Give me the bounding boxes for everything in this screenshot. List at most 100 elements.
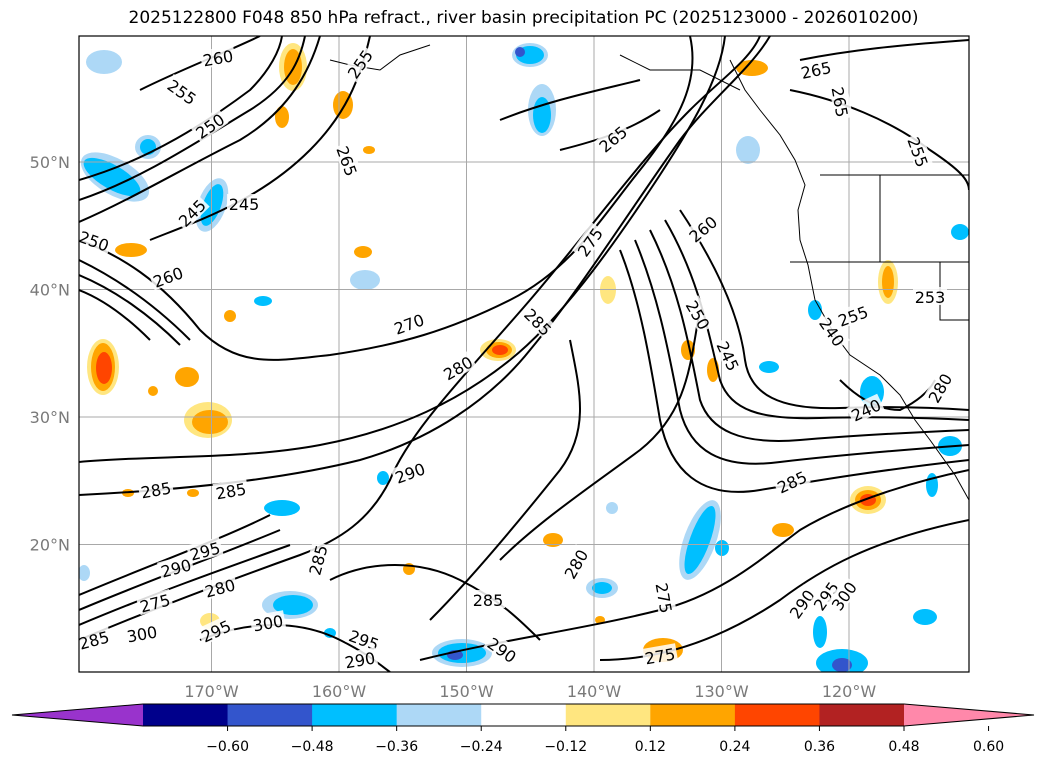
contour-label-bg [135,588,174,616]
contour-label-bg [520,302,558,340]
contour-label-bg [303,540,331,579]
contour-label-bg [826,576,861,615]
contour-label-bg [815,312,850,351]
contour-label-text: 285 [473,591,504,610]
contour-label-bg [438,350,477,384]
contour-label-bg [212,478,250,502]
contour-label-bg [471,590,505,608]
contour-label-bg [683,210,722,247]
contour-label-bg [249,610,287,634]
contour-label-bg [653,579,677,617]
contour-label-bg [342,44,377,83]
longitude-label: 130°W [694,682,749,701]
colorbar-tick-label: −0.12 [544,739,587,755]
latitude-label: 50°N [30,153,70,172]
contour-label-bg [772,465,811,497]
colorbar-segment [734,704,820,726]
latitude-label: 40°N [30,281,70,300]
contour-label-bg [641,643,679,667]
longitude-labels: 170°W 160°W 150°W 140°W 130°W 120°W [184,682,876,701]
contour-label-bg [922,368,956,407]
contour-label-bg [713,336,745,375]
contour-label-bg [79,625,113,653]
refractivity-contours [79,36,969,672]
colorbar-segment [650,704,736,726]
contour-label-bg [389,308,428,338]
colorbar-segment [143,704,229,726]
contour-label-bg [390,457,429,487]
colorbar: −0.60 −0.48 −0.36 −0.24 −0.12 0.12 0.24 0.36 0.4… [11,703,1035,755]
contour-label-bg [572,222,607,261]
colorbar-segment [481,704,567,726]
colorbar-tick-label: −0.24 [460,739,503,755]
contour-label-bg [199,45,237,69]
contour-label-bg [79,225,114,255]
contour-label-bg [829,83,853,121]
contour-label-bg [227,194,261,212]
contour-label-bg [808,576,843,615]
colorbar-tick-label: 0.24 [719,739,750,755]
contour-label-bg [196,614,235,646]
colorbar-segment [565,704,651,726]
map-frame [78,35,970,673]
colorbar-segment [819,704,905,726]
contour-label-bg [833,300,872,330]
contour-label-bg [190,108,229,143]
colorbar-tick-label: 0.36 [804,739,835,755]
colorbar-outline [11,703,1035,727]
contour-label-bg [200,573,239,601]
contour-label-bg [341,647,379,671]
contour-label-bg [904,132,934,171]
latitude-labels: 50°N 40°N 30°N 20°N [30,153,70,555]
colorbar-tick-label: −0.60 [206,739,249,755]
coastlines [329,44,969,501]
colorbar-segment [312,704,398,726]
contour-label-text: 253 [915,288,946,307]
contour-label: 245 [227,194,261,214]
longitude-label: 140°W [567,682,622,701]
colorbar-tick-label: 0.12 [635,739,666,755]
contour-label-bg [913,287,947,305]
longitude-label: 150°W [439,682,494,701]
colorbar-tick-label: −0.48 [291,739,334,755]
contour-label: 253 [913,287,947,307]
longitude-label: 170°W [184,682,239,701]
contour-label: 285 [471,590,505,610]
contour-label-text: 290 [343,648,376,672]
colorbar-tick-label: 0.48 [888,739,919,755]
map-title: 2025122800 F048 850 hPa refract., river … [128,8,919,28]
contour-label-bg [797,56,835,82]
contour-label-bg [156,553,195,581]
contour-label-bg [137,477,175,501]
contour-label-bg [163,74,202,109]
contour-label-bg [483,632,522,667]
contour-label-bg [172,193,210,231]
longitude-label: 160°W [312,682,367,701]
contour-label: 255 [903,132,934,171]
contour-label-bg [123,621,161,645]
contour-label-bg [558,544,592,583]
contour-label: 275 [641,643,679,669]
contour-label: 300 [249,610,287,636]
contour-label-bg [148,261,187,291]
contour-label-bg [784,584,819,623]
colorbar-extend-low [12,704,143,726]
contour-label-bg [333,141,363,180]
colorbar-tick-label: 0.60 [973,739,1004,755]
contour-label: 290 [341,647,379,672]
colorbar-extend-high [904,704,1034,726]
contour-label-bg [682,295,716,334]
contour-label-bg [593,120,632,157]
contour-label-text: 245 [229,195,260,214]
latitude-label: 30°N [30,408,70,427]
contour-label-bg [345,624,384,654]
colorbar-segment [396,704,482,726]
contour-label-bg [846,393,885,425]
latitude-label: 20°N [30,536,70,555]
longitude-label: 120°W [822,682,877,701]
colorbar-tick-label: −0.36 [375,739,418,755]
colorbar-segment [227,704,313,726]
